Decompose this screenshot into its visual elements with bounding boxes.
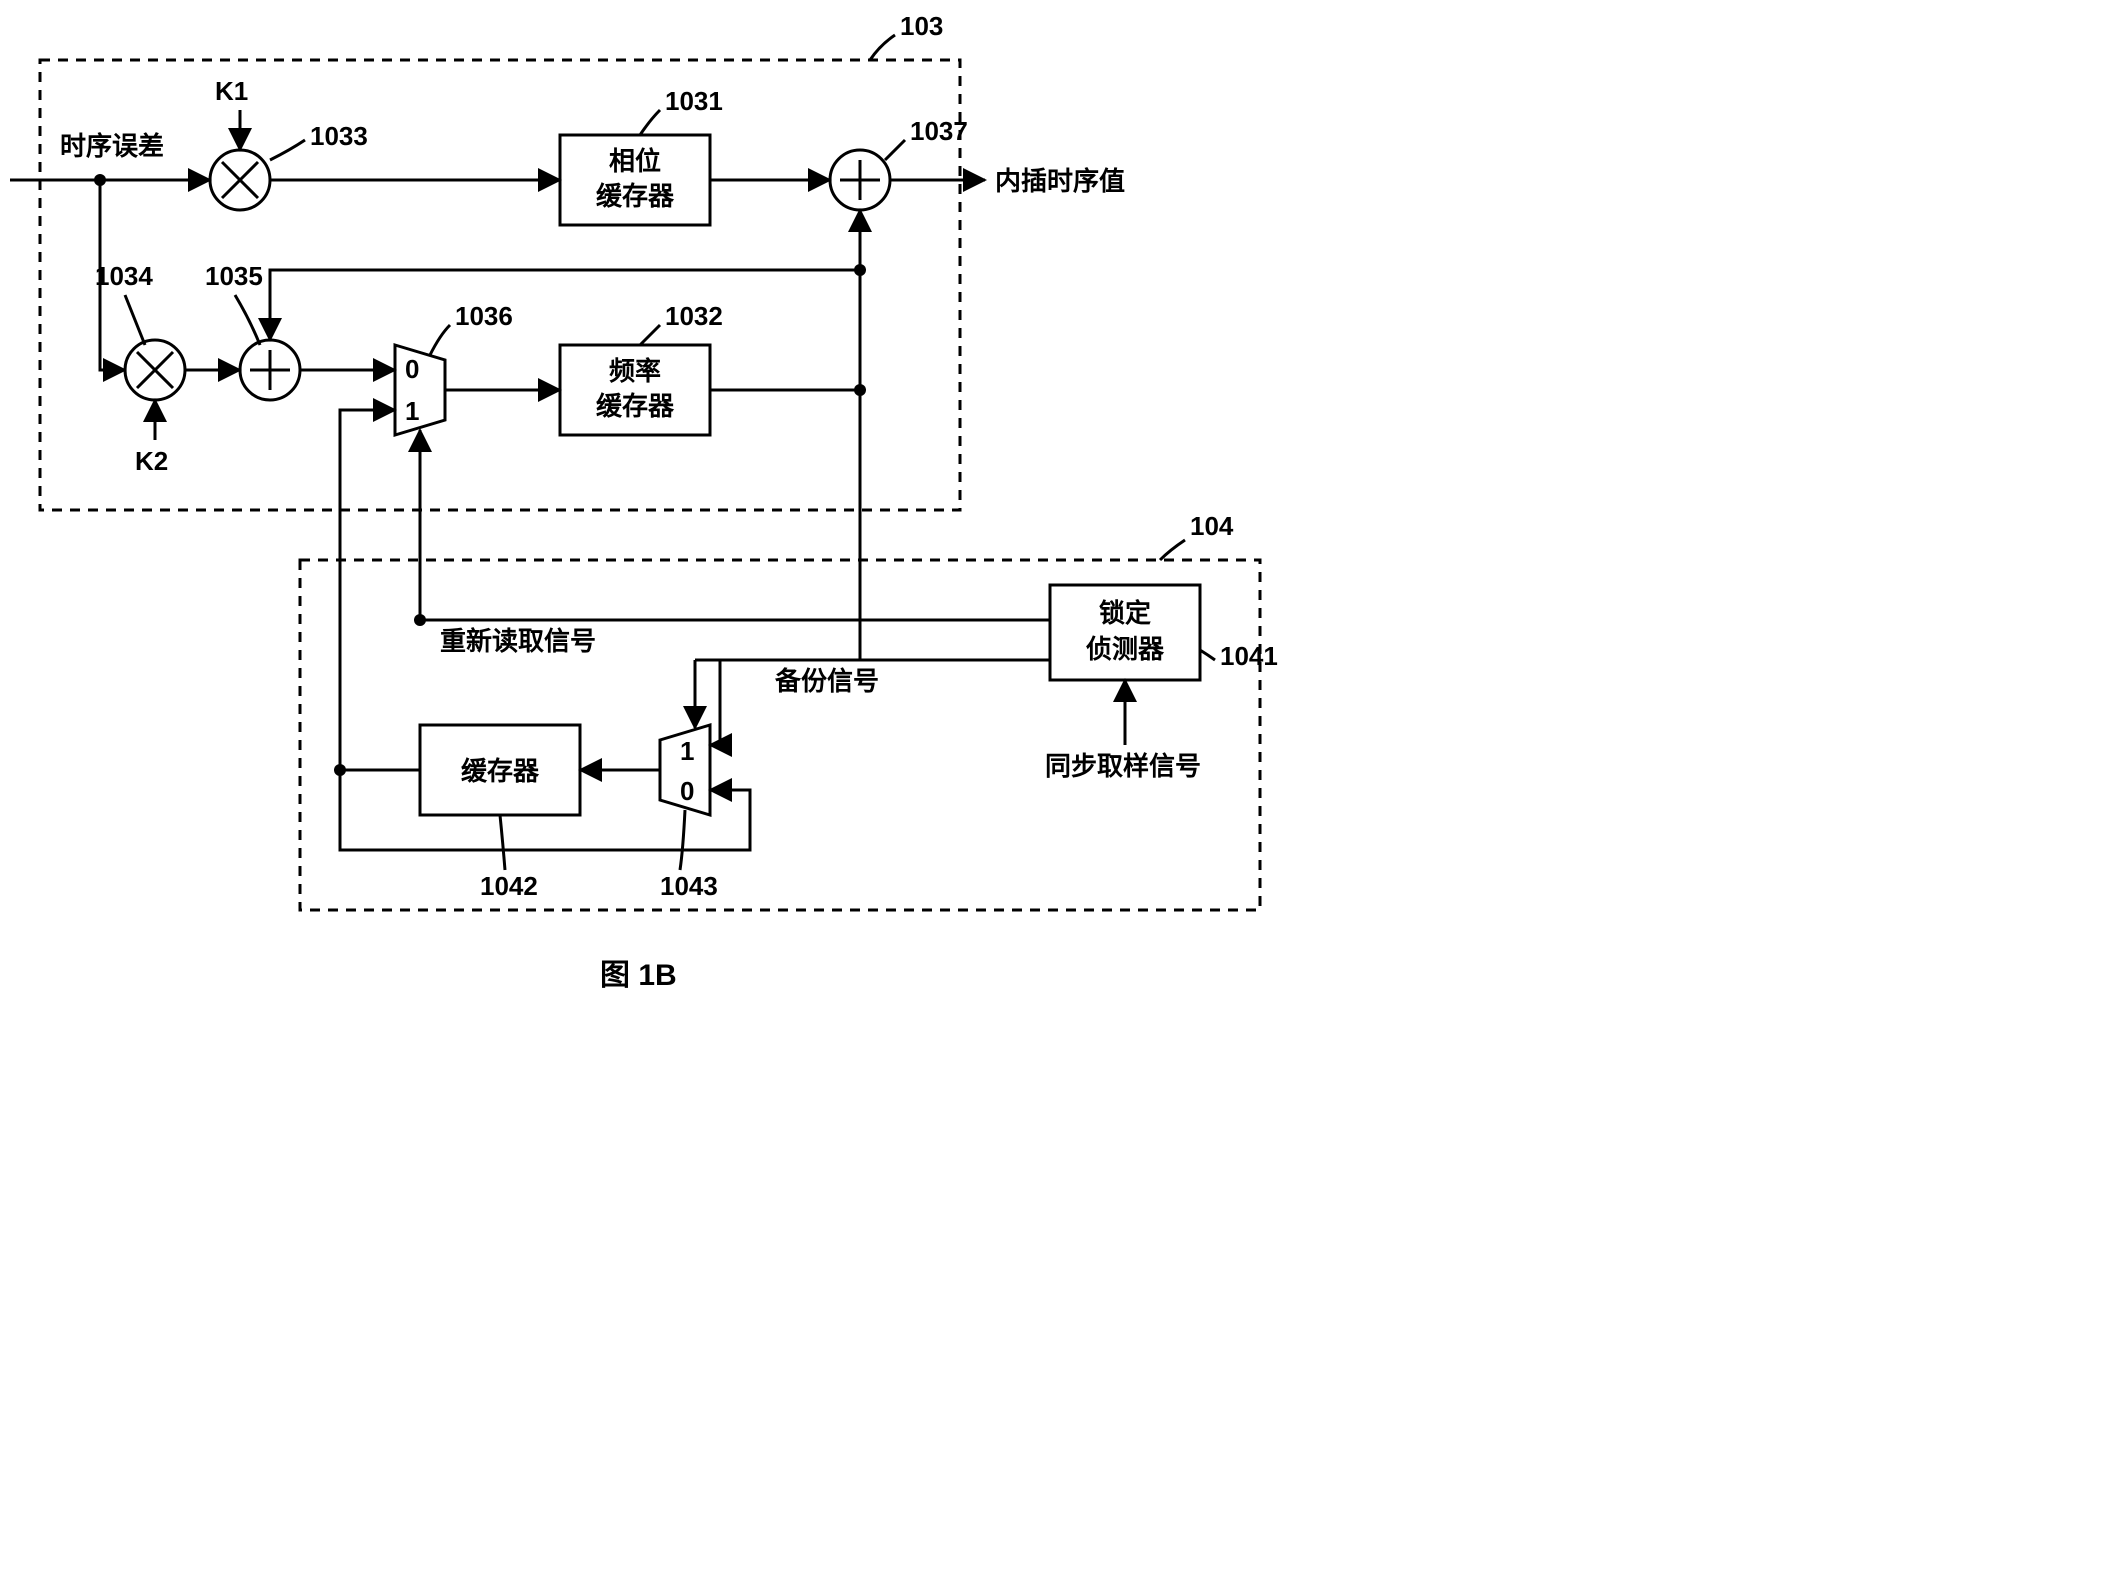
label-1031-2: 缓存器 bbox=[596, 181, 675, 211]
adder-1037 bbox=[830, 150, 890, 210]
label-backup: 备份信号 bbox=[774, 666, 879, 696]
leader-1037 bbox=[885, 140, 905, 160]
leader-1036 bbox=[430, 325, 450, 355]
label-1041-1: 锁定 bbox=[1099, 598, 1151, 628]
mux-1036-1: 1 bbox=[405, 396, 419, 426]
multiplier-1034 bbox=[125, 340, 185, 400]
mux-1036-0: 0 bbox=[405, 354, 419, 384]
figure-label: 图 1B bbox=[600, 959, 677, 992]
leader-1043 bbox=[680, 810, 685, 870]
ref-1034: 1034 bbox=[95, 261, 153, 291]
label-1031-1: 相位 bbox=[609, 146, 661, 176]
label-k2: K2 bbox=[135, 446, 168, 476]
node-fb bbox=[854, 264, 866, 276]
leader-1041 bbox=[1200, 650, 1215, 660]
ref-104: 104 bbox=[1190, 511, 1234, 541]
label-reread: 重新读取信号 bbox=[440, 626, 596, 656]
node-reread bbox=[414, 614, 426, 626]
mux-1043-0: 0 bbox=[680, 776, 694, 806]
wire-fb-1035 bbox=[270, 270, 860, 340]
adder-1035 bbox=[240, 340, 300, 400]
ref-1037: 1037 bbox=[910, 116, 968, 146]
leader-103 bbox=[870, 35, 895, 60]
multiplier-1033 bbox=[210, 150, 270, 210]
ref-1036: 1036 bbox=[455, 301, 513, 331]
ref-1043: 1043 bbox=[660, 871, 718, 901]
ref-1041: 1041 bbox=[1220, 641, 1278, 671]
label-1032-2: 缓存器 bbox=[596, 391, 675, 421]
leader-1031 bbox=[640, 110, 660, 135]
label-sync: 同步取样信号 bbox=[1045, 751, 1201, 781]
wire-1042-1036 bbox=[340, 410, 395, 770]
ref-1035: 1035 bbox=[205, 261, 263, 291]
label-timing-error: 时序误差 bbox=[60, 131, 164, 161]
ref-1042: 1042 bbox=[480, 871, 538, 901]
leader-1034 bbox=[125, 295, 145, 345]
leader-104 bbox=[1160, 540, 1185, 560]
leader-1033 bbox=[270, 140, 305, 160]
mux-1043-1: 1 bbox=[680, 736, 694, 766]
leader-1035 bbox=[235, 295, 260, 345]
label-k1: K1 bbox=[215, 76, 248, 106]
ref-1033: 1033 bbox=[310, 121, 368, 151]
ref-103: 103 bbox=[900, 11, 943, 41]
group-103 bbox=[40, 60, 960, 510]
label-1041-2: 侦测器 bbox=[1086, 634, 1165, 664]
label-interp: 内插时序值 bbox=[995, 166, 1125, 196]
label-1042: 缓存器 bbox=[461, 756, 540, 786]
mux-1036 bbox=[395, 345, 445, 435]
leader-1032 bbox=[640, 325, 660, 345]
label-1032-1: 频率 bbox=[609, 356, 661, 386]
wire-1032-1037 bbox=[710, 210, 860, 390]
ref-1031: 1031 bbox=[665, 86, 723, 116]
ref-1032: 1032 bbox=[665, 301, 723, 331]
leader-1042 bbox=[500, 815, 505, 870]
